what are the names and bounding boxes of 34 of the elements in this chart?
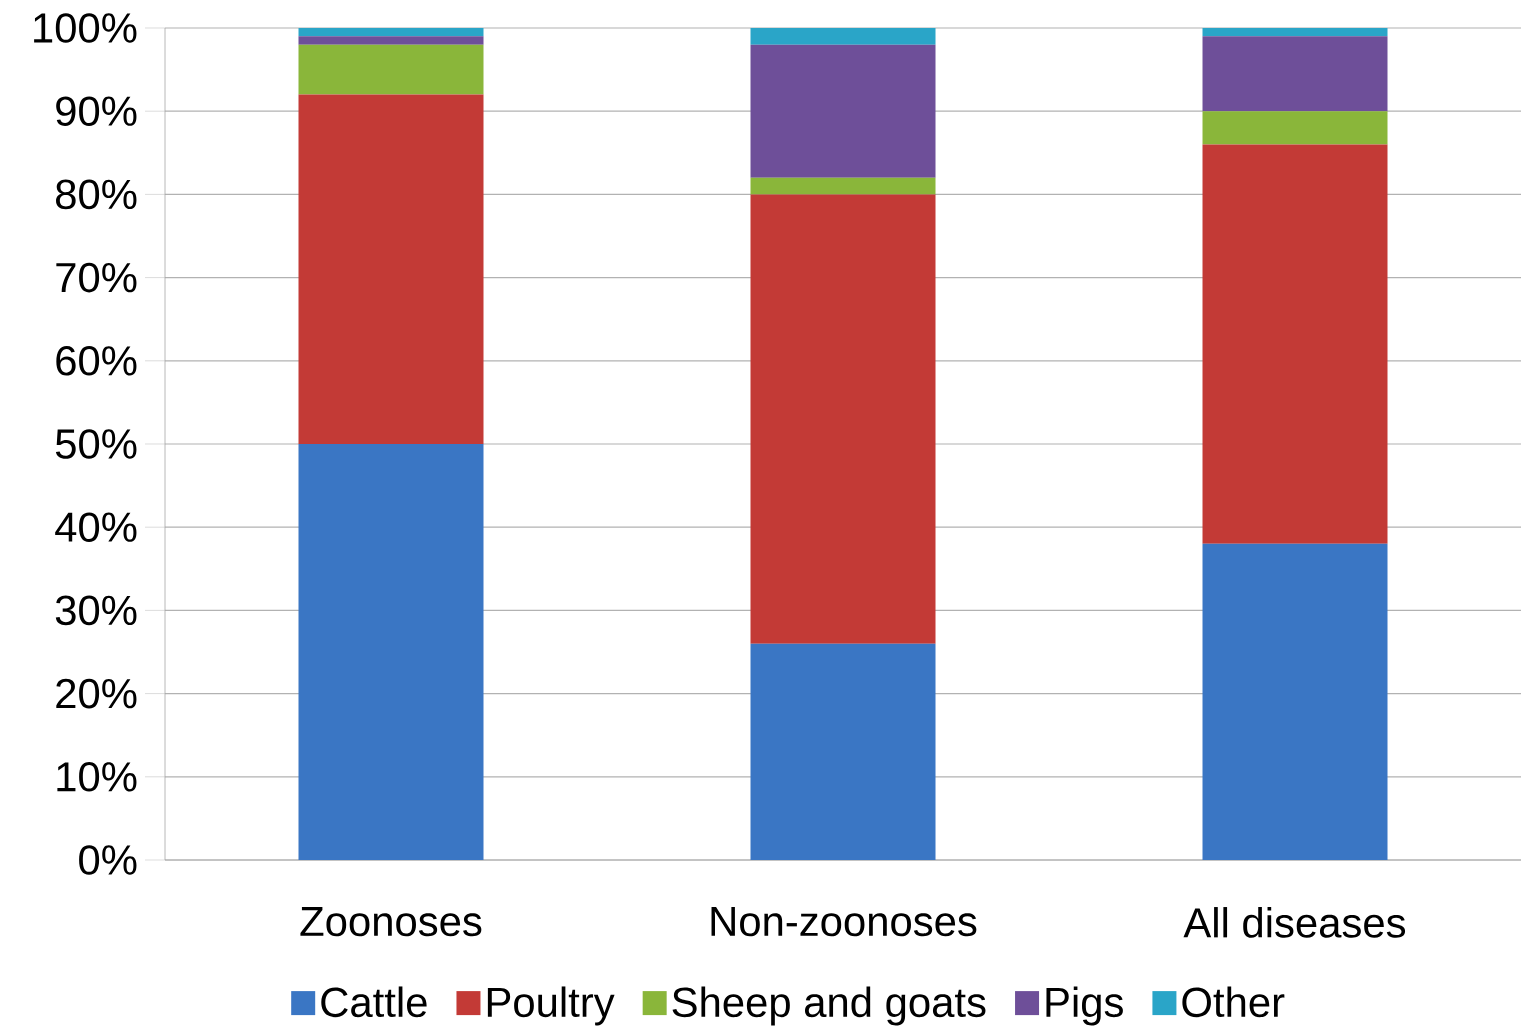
legend-label: Poultry	[487, 986, 615, 1026]
bar	[298, 443, 484, 860]
bar	[1202, 27, 1388, 37]
y-tick-label: 90%	[56, 96, 137, 126]
x-tick-label: All diseases	[1183, 907, 1406, 938]
y-tick-label: 80%	[56, 179, 137, 210]
y-tick-label: 10%	[57, 761, 137, 792]
bar	[1202, 111, 1388, 145]
y-tick-label: 40%	[55, 512, 137, 543]
bar	[298, 94, 484, 444]
bar	[298, 44, 484, 95]
bar	[1202, 36, 1388, 112]
legend-label: Other	[1182, 986, 1285, 1018]
bar	[1202, 543, 1388, 860]
y-tick-label: 70%	[56, 262, 137, 293]
y-tick-label: 60%	[56, 345, 137, 376]
bar	[750, 194, 936, 644]
bar	[750, 643, 936, 860]
bar	[750, 44, 936, 178]
bar	[1202, 144, 1388, 544]
bar	[750, 27, 936, 45]
y-tick-label: 30%	[55, 595, 137, 626]
y-tick-label: 0%	[79, 845, 137, 875]
legend-label: Pigs	[1046, 986, 1123, 1026]
bar	[298, 27, 484, 37]
x-tick-label: Zoonoses	[300, 907, 482, 937]
bar	[750, 177, 936, 195]
legend-label: Cattle	[321, 986, 427, 1018]
x-tick-label: Non-zoonoses	[711, 907, 977, 937]
y-tick-label: 50%	[55, 429, 137, 459]
bar	[298, 36, 484, 45]
y-tick-label: 20%	[56, 678, 137, 709]
legend-label: Sheep and goats	[672, 986, 986, 1026]
y-tick-label: 100%	[34, 13, 137, 43]
